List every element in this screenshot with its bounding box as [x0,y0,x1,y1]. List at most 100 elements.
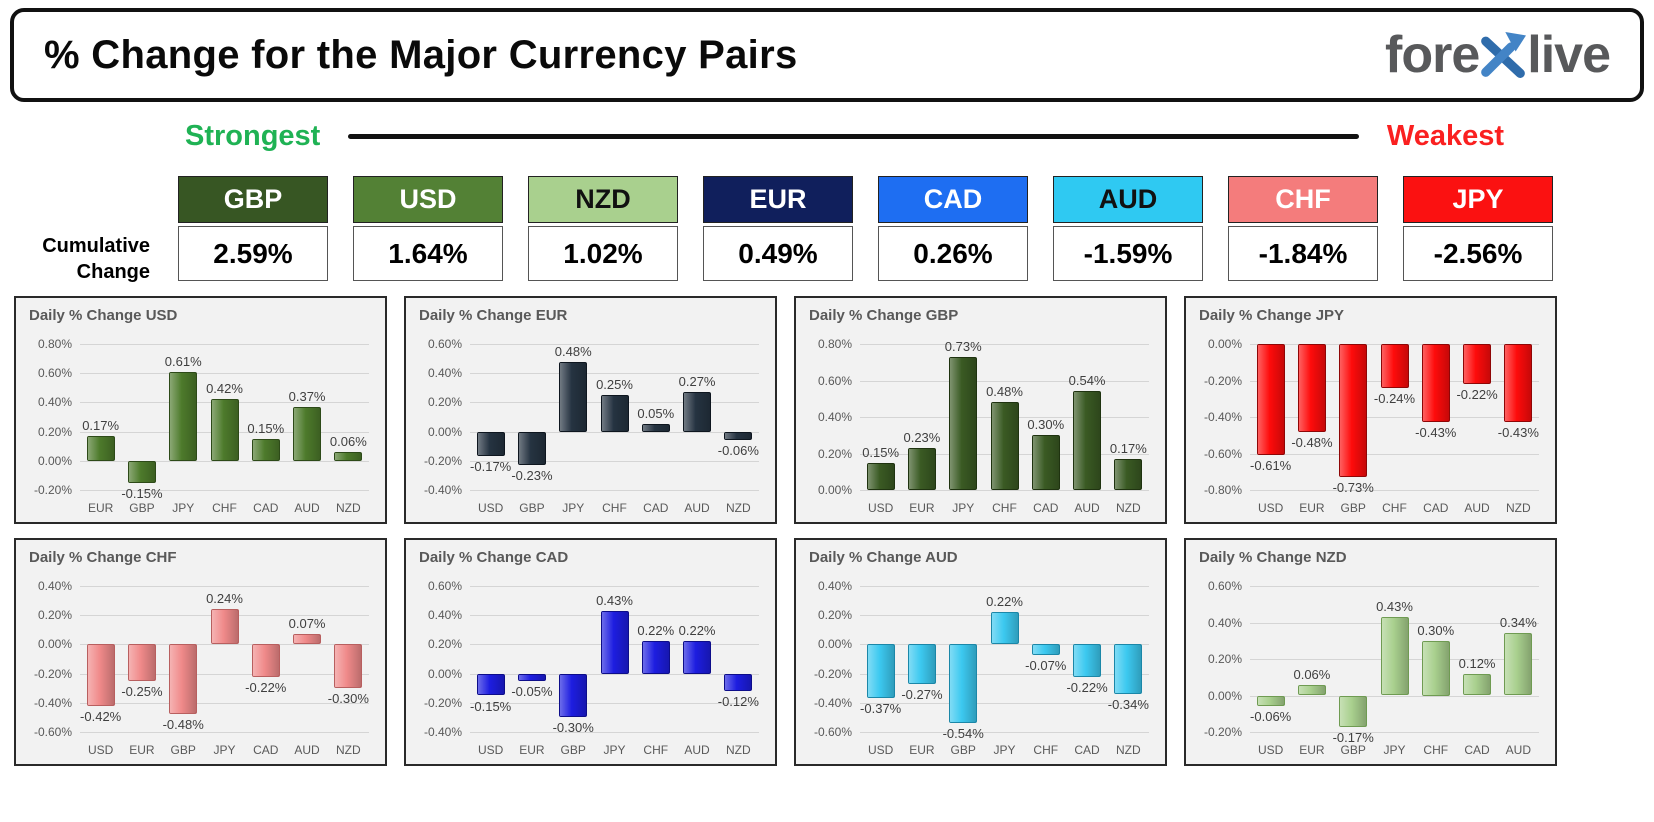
bar-value-label: -0.34% [1107,697,1149,713]
bar-value-label: -0.42% [80,708,122,724]
x-category-label: JPY [562,501,585,515]
currency-code-badge: NZD [528,176,678,223]
y-tick-label: 0.00% [37,637,72,652]
x-category-label: NZD [1115,743,1141,757]
y-tick-label: 0.00% [1207,688,1242,703]
gridline [860,673,1149,675]
y-tick-label: -0.20% [33,666,72,681]
gridline [1250,732,1539,733]
bar-value-label: 0.25% [596,377,633,393]
y-tick-label: -0.20% [1203,725,1242,739]
currency-code-badge: CAD [878,176,1028,223]
y-tick-label: -0.60% [33,725,72,739]
bar-cad [641,424,670,432]
cumulative-value: 0.49% [703,226,853,281]
chart-title: Daily % Change JPY [1199,307,1345,324]
x-category-label: CAD [1074,743,1100,757]
bar-gbp [127,460,156,483]
x-category-label: AUD [294,501,320,515]
y-tick-label: -0.20% [813,666,852,681]
y-tick-label: 0.40% [817,410,852,424]
bar-value-label: -0.22% [245,679,287,695]
bar-nzd [1504,344,1533,423]
bar-chf [990,402,1019,490]
gridline [860,702,1149,704]
bar-value-label: -0.22% [1066,679,1108,695]
bar-value-label: 0.43% [1376,599,1413,615]
bar-usd [1256,344,1285,456]
gridline [1250,490,1539,491]
bar-value-label: 0.42% [206,381,243,397]
x-category-label: USD [867,743,894,757]
gridline [470,673,759,675]
y-tick-label: 0.20% [1207,652,1242,666]
x-category-label: CAD [253,501,279,515]
x-category-label: EUR [909,501,935,515]
gridline [470,431,759,433]
cumulative-value: -1.59% [1053,226,1203,281]
chart-plot-area: -0.20% 0.00% 0.20% 0.40% 0.60% -0.06% 0.06% -0.… [1204,579,1539,745]
y-tick-label: -0.60% [1203,446,1242,461]
gridline [470,344,759,345]
x-category-label: USD [867,501,894,515]
chart-panel-gbp: Daily % Change GBP 0.00% 0.20% 0.40% 0.60% 0… [794,296,1167,524]
bar-gbp [559,673,588,718]
bar-nzd [334,644,363,689]
x-category-label: GBP [950,743,976,757]
x-category-label: USD [477,501,504,515]
gridline [860,732,1149,733]
chart-title: Daily % Change AUD [809,549,958,566]
cumulative-value: -1.84% [1228,226,1378,281]
bar-aud [1504,633,1533,696]
chart-title: Daily % Change CAD [419,549,569,566]
bar-cad [1421,344,1450,423]
bar-aud [293,406,322,461]
y-tick-label: 0.40% [1207,615,1242,630]
bar-nzd [1114,644,1143,695]
bar-value-label: 0.48% [554,343,592,359]
y-tick-label: -0.20% [1203,373,1242,388]
bar-chf [641,641,670,674]
bar-chf [210,399,239,461]
bar-jpy [949,356,978,490]
gridline [860,644,1149,646]
bar-usd [866,644,895,699]
bar-value-label: -0.54% [942,726,984,742]
bar-cad [1031,435,1060,490]
chart-x-axis: USD EUR GBP JPY CHF CAD NZD [860,743,1149,757]
bar-value-label: 0.34% [1499,615,1537,631]
scale-line [348,133,1359,139]
x-category-label: JPY [993,743,1016,757]
bar-value-label: -0.43% [1415,425,1457,441]
x-category-label: JPY [603,743,626,757]
bar-value-label: -0.61% [1250,458,1292,474]
bar-nzd [334,452,363,461]
x-category-label: AUD [1505,743,1531,757]
bar-usd [476,673,505,696]
y-tick-label: 0.00% [427,424,462,439]
x-category-label: JPY [952,501,975,515]
bar-eur [1297,684,1326,696]
x-category-label: JPY [1383,743,1406,757]
y-tick-label: -0.40% [813,695,852,710]
x-category-label: USD [477,743,504,757]
bar-value-label: 0.23% [903,430,941,446]
bar-value-label: 0.27% [678,374,716,390]
gridline [80,673,369,675]
y-tick-label: 0.60% [427,337,462,351]
y-tick-label: 0.20% [817,608,852,623]
x-category-label: GBP [170,743,196,757]
bar-value-label: -0.27% [901,686,943,702]
x-category-label: NZD [1505,501,1531,515]
bar-value-label: -0.48% [162,717,204,733]
gridline [470,460,759,462]
gridline [860,344,1149,345]
y-tick-label: -0.40% [1203,410,1242,424]
currency-col-eur: EUR 0.49% [703,176,853,281]
chart-panel-eur: Daily % Change EUR -0.40% -0.20% 0.00% 0.20… [404,296,777,524]
chart-plot-area: 0.00% 0.20% 0.40% 0.60% 0.80% 0.15% 0.23% 0.73%… [818,337,1149,497]
bar-value-label: 0.22% [637,623,675,639]
bar-gbp [517,431,546,466]
x-category-label: EUR [87,501,114,515]
x-category-label: GBP [560,743,586,757]
